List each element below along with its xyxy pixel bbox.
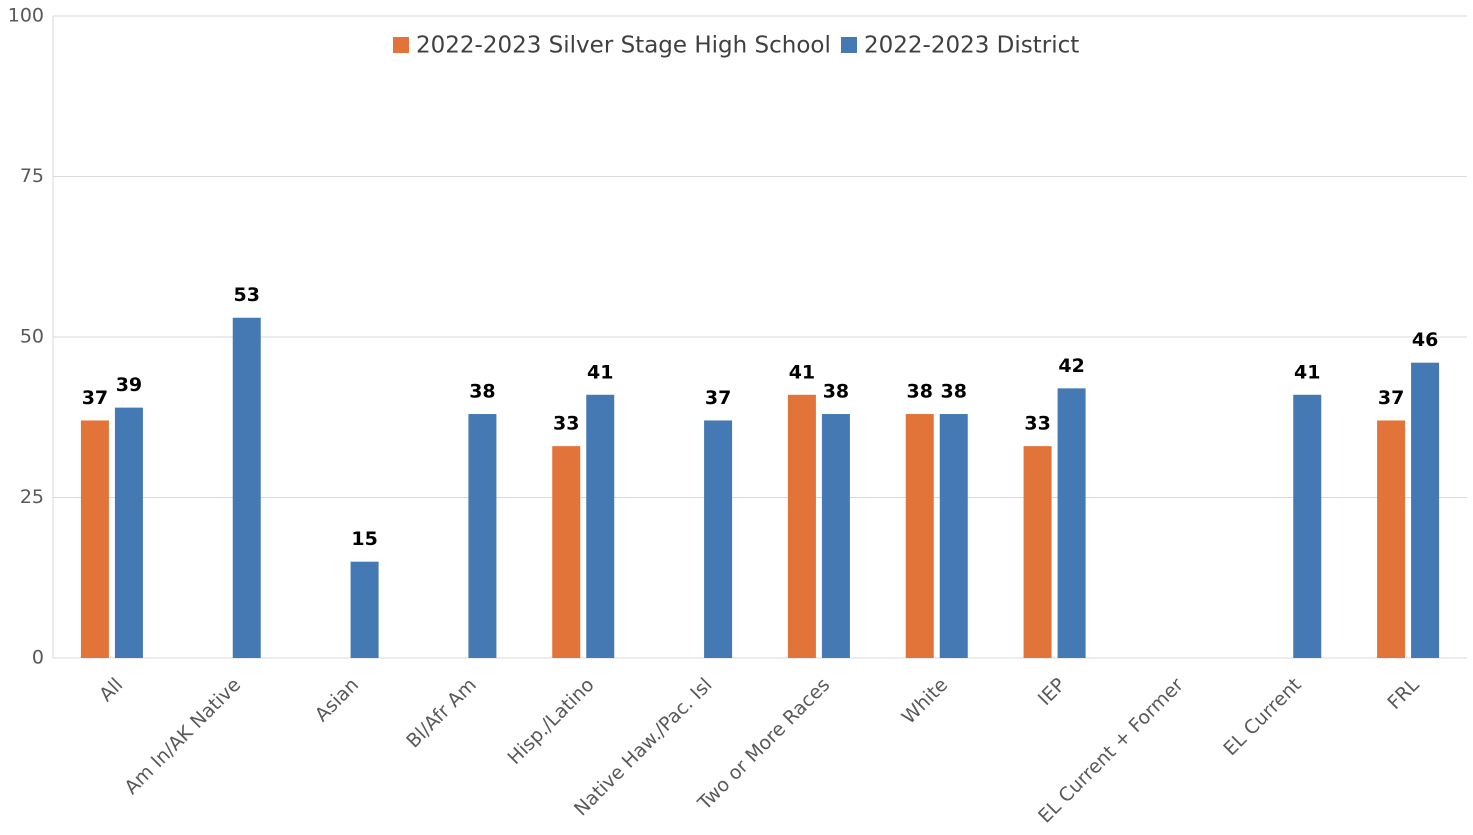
legend-swatch: [393, 37, 409, 53]
x-tick-label: FRL: [1383, 674, 1423, 714]
value-label: 37: [1378, 387, 1404, 409]
bar: [1411, 362, 1440, 658]
value-label: 33: [553, 413, 579, 435]
x-tick-label: IEP: [1034, 674, 1070, 710]
value-label: 38: [823, 381, 849, 403]
y-tick-label: 100: [8, 5, 44, 27]
y-tick-label: 0: [32, 647, 44, 669]
bar: [1023, 446, 1052, 658]
value-label: 33: [1024, 413, 1050, 435]
value-label: 53: [234, 284, 260, 306]
x-tick-label: White: [898, 674, 953, 729]
bar: [939, 414, 968, 658]
bar: [350, 561, 379, 658]
y-tick-label: 75: [20, 165, 44, 187]
x-tick-label: EL Current: [1219, 674, 1305, 760]
value-label: 42: [1058, 355, 1084, 377]
bar: [821, 414, 850, 658]
legend-swatch: [841, 37, 857, 53]
y-tick-label: 25: [20, 486, 44, 508]
bar: [704, 420, 733, 658]
legend-label: 2022-2023 Silver Stage High School: [416, 33, 831, 59]
bar: [114, 407, 143, 658]
y-tick-label: 50: [20, 326, 44, 348]
value-label: 38: [907, 381, 933, 403]
bar: [552, 446, 581, 658]
x-tick-label: All: [95, 674, 127, 706]
value-label: 38: [469, 381, 495, 403]
x-tick-label: Bl/Afr Am: [402, 674, 481, 753]
bar: [1293, 394, 1322, 658]
bar: [80, 420, 109, 658]
legend-label: 2022-2023 District: [864, 33, 1079, 59]
value-label: 37: [705, 387, 731, 409]
value-label: 38: [941, 381, 967, 403]
x-tick-label: Two or More Races: [693, 674, 834, 815]
value-label: 39: [116, 374, 142, 396]
value-label: 37: [82, 387, 108, 409]
bar: [232, 317, 261, 658]
bar: [787, 394, 816, 658]
bar: [1057, 388, 1086, 658]
value-label: 46: [1412, 329, 1438, 351]
bar: [905, 414, 934, 658]
x-tick-label: Hisp./Latino: [504, 674, 599, 769]
value-label: 41: [1294, 361, 1320, 383]
value-label: 41: [789, 361, 815, 383]
x-tick-label: Asian: [311, 674, 363, 726]
value-label: 41: [587, 361, 613, 383]
bar: [468, 414, 497, 658]
value-label: 15: [351, 528, 377, 550]
bar: [1377, 420, 1406, 658]
bar: [586, 394, 615, 658]
x-tick-label: Am In/AK Native: [120, 674, 245, 799]
